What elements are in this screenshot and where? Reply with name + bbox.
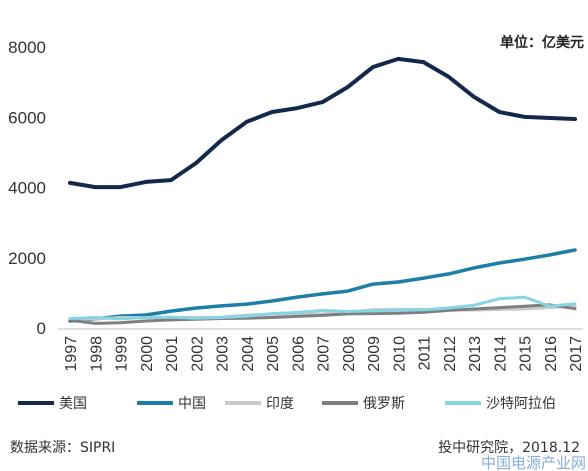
legend-label: 印度 — [266, 396, 294, 412]
x-tick-label: 2005 — [265, 336, 282, 372]
legend-item-saudi-arabia: 沙特阿拉伯 — [445, 393, 556, 413]
credit-note: 投中研究院，2018.12 — [438, 440, 580, 456]
series-line-us — [68, 56, 577, 190]
x-tick-label: 1999 — [114, 336, 131, 372]
x-tick-label: 2007 — [316, 336, 333, 372]
x-tick-label: 1997 — [63, 336, 80, 372]
x-tick-label: 2012 — [442, 336, 459, 372]
legend-item-us: 美国 — [18, 393, 87, 413]
legend-label: 沙特阿拉伯 — [486, 396, 556, 412]
watermark: 中国电源产业网 — [480, 454, 586, 471]
y-tick-labels: 0 2000 4000 6000 8000 — [8, 38, 46, 338]
y-tick-label: 4000 — [8, 179, 46, 198]
x-tick-label: 2008 — [341, 336, 358, 372]
x-tick-labels: 1997 1998 1999 2000 2001 2002 2003 2004 2005 2006… — [63, 336, 585, 372]
x-tick-label: 1998 — [88, 336, 105, 372]
y-tick-label: 0 — [37, 319, 46, 338]
x-tick-label: 2000 — [139, 336, 156, 372]
legend-label: 中国 — [178, 396, 206, 412]
x-tick-label: 2004 — [240, 336, 257, 372]
series-lines — [68, 56, 577, 325]
x-tick-label: 2006 — [290, 336, 307, 372]
legend-swatch — [322, 401, 358, 405]
chart-legend: 美国 中国 印度 俄罗斯 沙特阿拉伯 — [0, 393, 588, 413]
legend-swatch — [137, 401, 173, 405]
x-tick-label: 2014 — [492, 336, 509, 372]
series-line-saudi-arabia — [68, 295, 577, 321]
legend-swatch — [445, 401, 481, 405]
x-tick-label: 2016 — [543, 336, 560, 372]
x-tick-label: 2003 — [215, 336, 232, 372]
x-tick-label: 2009 — [366, 336, 383, 372]
series-line-china — [68, 248, 577, 323]
x-tick-label: 2001 — [164, 336, 181, 372]
legend-item-china: 中国 — [137, 393, 206, 413]
data-source-note: 数据来源：SIPRI — [10, 440, 116, 456]
x-tick-label: 2017 — [568, 336, 585, 372]
y-tick-label: 6000 — [8, 108, 46, 127]
series-line-russia — [68, 303, 577, 325]
x-tick-label: 2010 — [391, 336, 408, 372]
x-tick-label: 2013 — [467, 336, 484, 372]
legend-label: 美国 — [59, 396, 87, 412]
legend-swatch — [18, 401, 54, 405]
legend-swatch — [225, 401, 261, 405]
y-tick-label: 8000 — [8, 38, 46, 57]
x-tick-label: 2015 — [518, 336, 535, 372]
x-tick-label: 2011 — [417, 336, 434, 371]
legend-label: 俄罗斯 — [363, 396, 405, 412]
line-chart: 0 2000 4000 6000 8000 1997 1998 1999 2000 2001 20… — [8, 38, 585, 372]
x-tick-label: 2002 — [189, 336, 206, 372]
y-tick-label: 2000 — [8, 249, 46, 268]
legend-item-russia: 俄罗斯 — [322, 393, 405, 413]
legend-item-india: 印度 — [225, 393, 294, 413]
unit-label: 单位：亿美元 — [500, 35, 584, 51]
